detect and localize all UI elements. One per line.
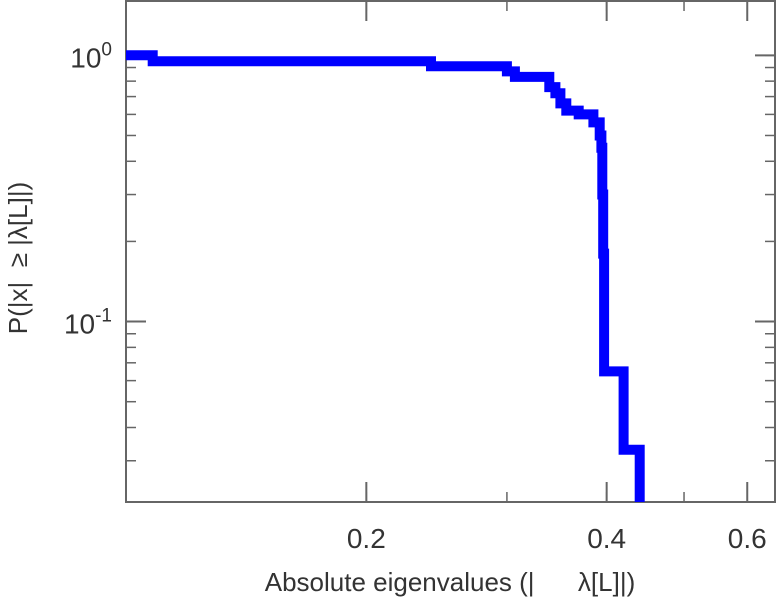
y-tick-label: 10-1	[64, 306, 112, 340]
x-tick-label: 0.6	[728, 523, 767, 554]
x-tick-labels: 0.2 0.4 0.6	[347, 523, 767, 554]
major-ticks	[126, 1, 775, 502]
series-line	[126, 50, 645, 502]
x-tick-label: 0.2	[347, 523, 386, 554]
x-axis-title: Absolute eigenvalues (| λ[L]|)	[265, 567, 635, 597]
minor-ticks	[125, 1, 775, 502]
y-tick-labels: 100 10-1	[64, 39, 112, 339]
x-tick-label: 0.4	[587, 523, 626, 554]
y-tick-label: 100	[70, 39, 112, 73]
plot-frame	[125, 0, 776, 503]
y-axis-title: P(|x| ≥ |λ[L]|)	[3, 182, 33, 335]
